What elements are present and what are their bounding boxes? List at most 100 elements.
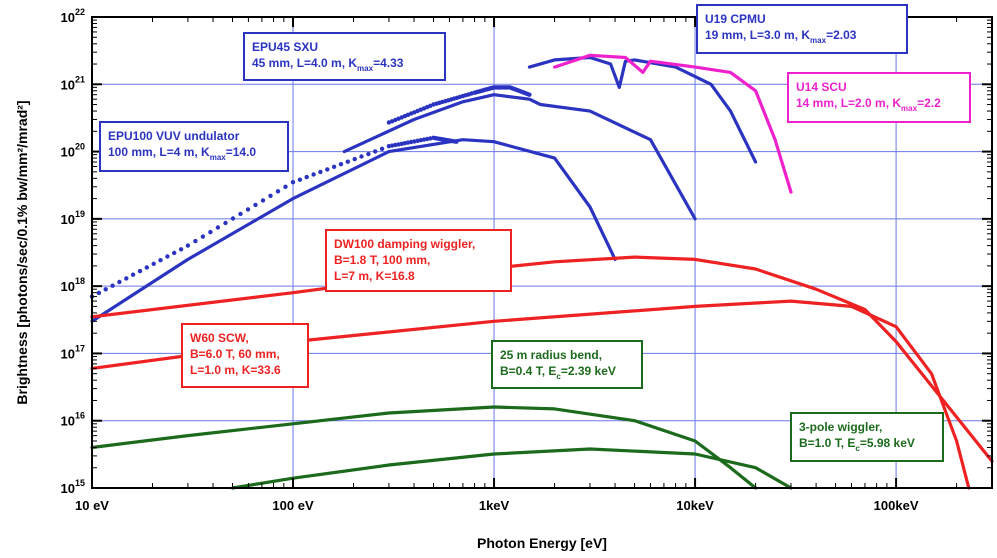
data-point	[103, 287, 108, 292]
annotation-line: B=1.8 T, 100 mm,	[334, 253, 430, 267]
annotation-text-tail: =2.2	[917, 96, 941, 110]
annotation-subscript: max	[357, 64, 374, 73]
y-tick-label: 1021	[61, 74, 85, 92]
annotation-text: B=1.0 T, E	[799, 436, 855, 450]
y-tick-label: 1020	[61, 142, 85, 160]
annotation-text-tail: =2.39 keV	[561, 364, 616, 378]
y-tick-label: 1022	[61, 7, 85, 25]
data-point	[185, 243, 191, 248]
annotation-text: U14 SCU	[796, 80, 847, 94]
data-point	[325, 167, 330, 172]
three-pole-line	[230, 447, 793, 490]
tick-base: 10	[61, 279, 75, 294]
plot-frame	[91, 16, 993, 489]
tick-base: 10	[61, 481, 75, 496]
data-point	[253, 202, 258, 208]
data-point	[130, 272, 136, 277]
data-point	[144, 265, 149, 270]
data-point	[96, 290, 102, 296]
y-axis-title: Brightness [photons/sec/0.1% bw/mm²/mrad…	[14, 100, 30, 404]
tick-exponent: 15	[75, 478, 85, 488]
data-point	[318, 169, 323, 175]
data-point	[290, 180, 296, 185]
annotation-frame	[243, 32, 446, 81]
annotation-frame	[325, 229, 512, 292]
annotation-subscript: max	[810, 36, 827, 45]
tick-base: 10	[61, 212, 75, 227]
data-point	[454, 139, 459, 144]
y-tick-label: 1017	[61, 343, 85, 361]
data-point	[297, 177, 303, 182]
tick-base: 10	[61, 145, 75, 160]
data-point	[304, 174, 309, 180]
epu100-dots-series	[89, 135, 459, 299]
data-point	[124, 276, 129, 281]
x-axis-title: Photon Energy [eV]	[477, 535, 607, 551]
annotation-subscript: max	[210, 153, 227, 162]
ann-u19-box: U19 CPMU 19 mm, L=3.0 m, Kmax=2.03	[696, 4, 908, 54]
data-point	[215, 225, 221, 230]
data-point	[238, 211, 243, 217]
annotation-text: 25 m radius bend,	[500, 348, 602, 362]
annotation-frame	[696, 4, 908, 54]
data-point	[345, 159, 350, 164]
data-point	[151, 261, 156, 266]
tick-base: 10	[61, 414, 75, 429]
annotation-subscript: c	[556, 372, 561, 381]
annotation-line: B=1.0 T, Ec=5.98 keV	[799, 436, 915, 453]
annotation-line: B=6.0 T, 60 mm,	[190, 347, 280, 361]
x-tick-label: 100keV	[874, 498, 919, 513]
annotation-frame	[491, 340, 643, 389]
tick-exponent: 20	[75, 142, 85, 152]
annotation-line: 45 mm, L=4.0 m, Kmax=4.33	[252, 56, 404, 73]
annotation-text: EPU100 VUV undulator	[108, 129, 240, 143]
data-point	[366, 151, 371, 157]
plot-border	[91, 16, 993, 489]
data-point	[527, 92, 532, 97]
annotation-text: 14 mm, L=2.0 m, K	[796, 96, 901, 110]
ann-epu45-box: EPU45 SXU 45 mm, L=4.0 m, Kmax=4.33	[243, 32, 446, 81]
y-tick-label: 1015	[61, 478, 85, 496]
annotation-line: DW100 damping wiggler,	[334, 237, 475, 251]
tick-base: 10	[61, 77, 75, 92]
data-point	[158, 258, 163, 263]
annotation-text: B=6.0 T, 60 mm,	[190, 347, 280, 361]
ann-dw100-box: DW100 damping wiggler, B=1.8 T, 100 mm, L=…	[325, 229, 512, 292]
data-point	[260, 198, 266, 203]
x-tick-label: 1keV	[479, 498, 510, 513]
annotation-line: 14 mm, L=2.0 m, Kmax=2.2	[796, 96, 941, 113]
annotation-line: L=1.0 m, K=33.6	[190, 363, 281, 377]
annotation-text-tail: =14.0	[226, 145, 257, 159]
data-point	[208, 229, 213, 235]
data-point	[110, 283, 115, 288]
tick-base: 10	[61, 10, 75, 25]
annotation-text: 3-pole wiggler,	[799, 420, 882, 434]
data-point	[373, 149, 378, 154]
annotation-text-tail: =4.33	[373, 56, 404, 70]
data-point	[379, 146, 385, 151]
data-point	[352, 156, 357, 162]
tick-exponent: 18	[75, 276, 85, 286]
annotation-line: L=7 m, K=16.8	[334, 269, 415, 283]
ann-3pole-box: 3-pole wiggler, B=1.0 T, Ec=5.98 keV	[790, 412, 944, 462]
x-tick-label: 10 eV	[75, 498, 109, 513]
annotation-frame	[790, 412, 944, 462]
annotation-text: 100 mm, L=4 m, K	[108, 145, 210, 159]
annotation-frame	[787, 72, 971, 123]
annotation-line: EPU45 SXU	[252, 40, 318, 54]
annotation-line: 100 mm, L=4 m, Kmax=14.0	[108, 145, 256, 162]
annotation-line: U14 SCU	[796, 80, 847, 94]
epu100-line-line	[90, 138, 617, 323]
annotation-line: 19 mm, L=3.0 m, Kmax=2.03	[705, 28, 857, 45]
tick-exponent: 21	[75, 74, 85, 84]
data-point	[359, 154, 364, 159]
y-tick-label: 1018	[61, 276, 85, 294]
data-point	[165, 254, 170, 259]
data-point	[230, 216, 236, 221]
y-tick-label: 1019	[61, 209, 85, 227]
annotation-text: 45 mm, L=4.0 m, K	[252, 56, 357, 70]
y-tick-label: 1016	[61, 411, 85, 429]
annotation-text-tail: =5.98 keV	[860, 436, 915, 450]
